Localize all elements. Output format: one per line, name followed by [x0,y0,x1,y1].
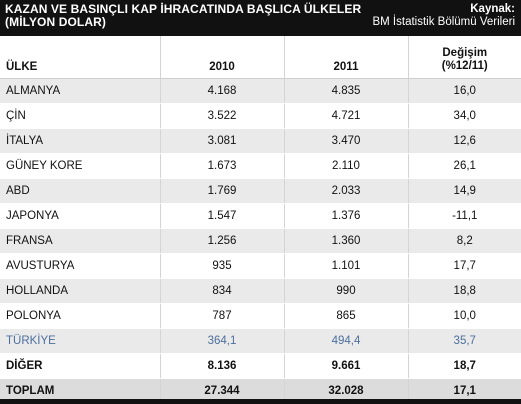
cell-2011: 1.360 [284,228,409,254]
cell-2010: 1.256 [160,228,285,254]
cell-change: 18,8 [408,278,521,304]
col-header-2010: 2010 [160,36,285,79]
cell-country: TÜRKİYE [0,328,161,354]
cell-2011: 3.470 [284,128,409,154]
cell-2011: 32.028 [284,378,409,403]
cell-2010: 4.168 [160,78,285,104]
cell-2011: 494,4 [284,328,409,354]
table-row: ABD 1.769 2.033 14,9 [0,178,521,204]
table-row: FRANSA 1.256 1.360 8,2 [0,228,521,254]
source-value: BM İstatistik Bölümü Verileri [372,16,515,28]
cell-2011: 9.661 [284,353,409,379]
cell-2010: 364,1 [160,328,285,354]
cell-country: AVUSTURYA [0,253,161,279]
cell-country: TOPLAM [0,378,161,403]
cell-2011: 2.110 [284,153,409,179]
table-row: ÇİN 3.522 4.721 34,0 [0,103,521,129]
cell-change: 14,9 [408,178,521,204]
cell-2011: 4.721 [284,103,409,129]
cell-2011: 2.033 [284,178,409,204]
col-header-2011: 2011 [284,36,409,79]
col-header-change-line2: (%12/11) [441,60,488,72]
table-row: GÜNEY KORE 1.673 2.110 26,1 [0,153,521,179]
cell-change: 12,6 [408,128,521,154]
table-wrapper: ÜLKE 2010 2011 Değişim (%12/11) ALMANYA … [0,36,521,404]
cell-country: FRANSA [0,228,161,254]
export-table: ÜLKE 2010 2011 Değişim (%12/11) ALMANYA … [0,36,521,403]
table-row: ALMANYA 4.168 4.835 16,0 [0,78,521,104]
cell-country: POLONYA [0,303,161,329]
title-line-1: KAZAN VE BASINÇLI KAP İHRACATINDA BAŞLIC… [5,2,362,16]
cell-2010: 935 [160,253,285,279]
col-header-country: ÜLKE [0,36,161,79]
cell-2011: 4.835 [284,78,409,104]
cell-country: ÇİN [0,103,161,129]
source-label: Kaynak: [470,3,515,15]
cell-2010: 3.081 [160,128,285,154]
cell-change: 26,1 [408,153,521,179]
cell-2011: 1.376 [284,203,409,229]
cell-2011: 865 [284,303,409,329]
table-header-bar: KAZAN VE BASINÇLI KAP İHRACATINDA BAŞLIC… [0,0,521,36]
cell-change: 8,2 [408,228,521,254]
table-title: KAZAN VE BASINÇLI KAP İHRACATINDA BAŞLIC… [5,3,361,29]
table-row-other: DİĞER 8.136 9.661 18,7 [0,353,521,379]
cell-change: 16,0 [408,78,521,104]
table-row: HOLLANDA 834 990 18,8 [0,278,521,304]
table-row-turkey: TÜRKİYE 364,1 494,4 35,7 [0,328,521,354]
cell-change: 17,1 [408,378,521,403]
cell-change: 18,7 [408,353,521,379]
col-header-change: Değişim (%12/11) [408,36,521,79]
cell-2011: 990 [284,278,409,304]
cell-2010: 8.136 [160,353,285,379]
table-row: POLONYA 787 865 10,0 [0,303,521,329]
cell-change: 35,7 [408,328,521,354]
cell-country: DİĞER [0,353,161,379]
table-row: JAPONYA 1.547 1.376 -11,1 [0,203,521,229]
cell-country: GÜNEY KORE [0,153,161,179]
cell-2010: 787 [160,303,285,329]
cell-2010: 1.547 [160,203,285,229]
table-row: AVUSTURYA 935 1.101 17,7 [0,253,521,279]
cell-2010: 1.673 [160,153,285,179]
cell-2010: 834 [160,278,285,304]
table-row-total: TOPLAM 27.344 32.028 17,1 [0,378,521,403]
col-header-change-line1: Değişim [442,47,488,59]
cell-country: İTALYA [0,128,161,154]
cell-country: ABD [0,178,161,204]
cell-2010: 3.522 [160,103,285,129]
title-line-2: (MİLYON DOLAR) [5,15,106,29]
cell-country: HOLLANDA [0,278,161,304]
cell-2010: 1.769 [160,178,285,204]
cell-change: -11,1 [408,203,521,229]
table-row: İTALYA 3.081 3.470 12,6 [0,128,521,154]
bottom-bar [0,399,521,404]
cell-country: ALMANYA [0,78,161,104]
cell-change: 17,7 [408,253,521,279]
cell-change: 10,0 [408,303,521,329]
cell-2010: 27.344 [160,378,285,403]
source-note: Kaynak: BM İstatistik Bölümü Verileri [372,3,515,29]
table-header-row: ÜLKE 2010 2011 Değişim (%12/11) [0,36,521,79]
cell-country: JAPONYA [0,203,161,229]
cell-2011: 1.101 [284,253,409,279]
cell-change: 34,0 [408,103,521,129]
